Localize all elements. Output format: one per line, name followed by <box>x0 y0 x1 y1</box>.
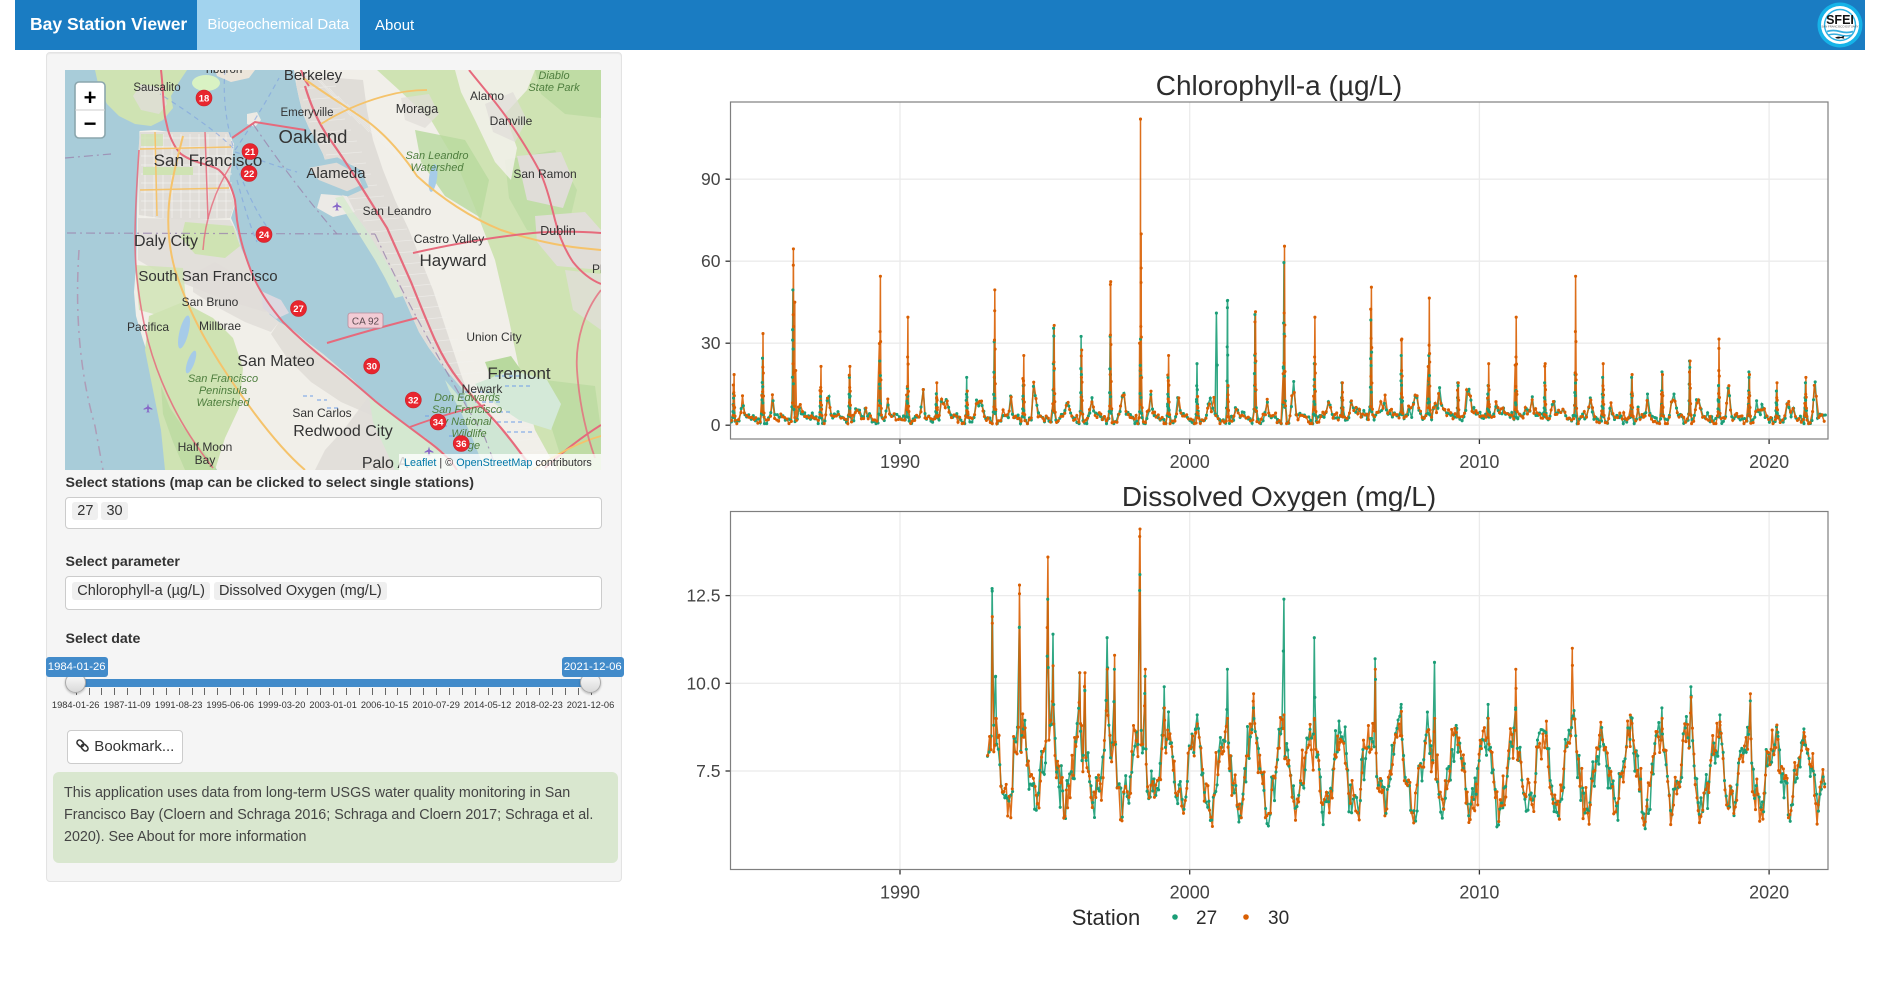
svg-text:27: 27 <box>293 304 304 315</box>
svg-text:Half Moon: Half Moon <box>178 440 233 454</box>
svg-text:Pleas: Pleas <box>592 262 601 276</box>
svg-text:San Francisco: San Francisco <box>154 151 263 170</box>
svg-text:10.0: 10.0 <box>686 673 720 693</box>
svg-text:Oakland: Oakland <box>279 126 348 147</box>
svg-text:San Francisco: San Francisco <box>188 373 258 385</box>
svg-text:Emeryville: Emeryville <box>280 107 333 119</box>
svg-text:Castro Valley: Castro Valley <box>414 232 484 246</box>
svg-text:34: 34 <box>433 417 444 428</box>
svg-text:SAN FRANCISCO ESTUARY: SAN FRANCISCO ESTUARY <box>1822 25 1859 29</box>
svg-text:Dublin: Dublin <box>540 224 575 238</box>
svg-text:Watershed: Watershed <box>197 397 251 409</box>
svg-text:2000: 2000 <box>1170 452 1210 472</box>
svg-text:ay National: ay National <box>436 416 492 428</box>
svg-text:2020: 2020 <box>1749 452 1789 472</box>
svg-text:Palo A: Palo A <box>362 455 409 470</box>
svg-text:Peninsula: Peninsula <box>199 385 247 397</box>
svg-text:Pacifica: Pacifica <box>127 320 169 334</box>
svg-text:1990: 1990 <box>880 452 920 472</box>
svg-text:Danville: Danville <box>490 114 533 128</box>
svg-text:2010: 2010 <box>1459 452 1499 472</box>
svg-text:Redwood City: Redwood City <box>293 423 393 440</box>
svg-text:San Mateo: San Mateo <box>237 353 314 370</box>
svg-text:Hayward: Hayward <box>419 251 486 270</box>
svg-text:Dissolved Oxygen (mg/L): Dissolved Oxygen (mg/L) <box>1122 481 1436 512</box>
svg-text:Tiburon: Tiburon <box>204 70 243 76</box>
svg-text:Daly City: Daly City <box>134 233 198 250</box>
svg-text:San Francisco: San Francisco <box>432 404 502 416</box>
svg-text:Alamo: Alamo <box>470 89 504 103</box>
svg-text:36: 36 <box>456 439 467 450</box>
svg-text:Diablo: Diablo <box>538 70 569 82</box>
svg-text:SFEI: SFEI <box>1826 13 1854 27</box>
svg-text:Watershed: Watershed <box>411 162 465 174</box>
svg-text:San Ramon: San Ramon <box>513 167 576 181</box>
svg-text:2020: 2020 <box>1749 883 1789 903</box>
svg-text:Alameda: Alameda <box>306 165 366 182</box>
svg-text:Bay: Bay <box>195 453 216 467</box>
svg-text:Union City: Union City <box>466 330 521 344</box>
svg-text:Leaflet | © OpenStreetMap cont: Leaflet | © OpenStreetMap contributors <box>404 457 592 469</box>
svg-text:22: 22 <box>244 169 255 180</box>
svg-text:Chlorophyll-a (µg/L): Chlorophyll-a (µg/L) <box>1156 70 1402 101</box>
svg-text:Millbrae: Millbrae <box>199 319 241 333</box>
svg-text:Don Edwards: Don Edwards <box>434 392 501 404</box>
svg-text:Moraga: Moraga <box>396 102 438 116</box>
svg-text:27: 27 <box>1196 908 1217 929</box>
svg-text:Sausalito: Sausalito <box>133 82 180 94</box>
svg-text:21: 21 <box>245 147 256 158</box>
svg-text:30: 30 <box>1268 908 1289 929</box>
svg-text:Berkeley: Berkeley <box>284 70 343 84</box>
svg-text:−: − <box>84 111 97 136</box>
svg-text:60: 60 <box>701 251 721 271</box>
svg-text:Fremont: Fremont <box>487 364 551 383</box>
svg-text:State Park: State Park <box>528 82 580 94</box>
svg-text:32: 32 <box>408 395 419 406</box>
svg-text:30: 30 <box>701 333 721 353</box>
svg-text:+: + <box>84 85 97 110</box>
svg-text:18: 18 <box>199 93 210 104</box>
svg-text:San Bruno: San Bruno <box>182 295 239 309</box>
svg-text:7.5: 7.5 <box>696 761 720 781</box>
svg-text:2000: 2000 <box>1170 883 1210 903</box>
svg-text:Newark: Newark <box>462 382 504 396</box>
svg-text:San Leandro: San Leandro <box>406 150 469 162</box>
svg-text:Station: Station <box>1072 905 1141 930</box>
svg-text:1990: 1990 <box>880 883 920 903</box>
svg-text:0: 0 <box>711 415 721 435</box>
svg-text:24: 24 <box>259 230 270 241</box>
svg-text:12.5: 12.5 <box>686 586 720 606</box>
svg-text:CA 92: CA 92 <box>352 317 380 328</box>
svg-text:San Leandro: San Leandro <box>363 204 432 218</box>
svg-text:San Carlos: San Carlos <box>292 406 351 420</box>
svg-text:2010: 2010 <box>1459 883 1499 903</box>
svg-text:90: 90 <box>701 169 721 189</box>
svg-text:30: 30 <box>366 361 377 372</box>
svg-text:South San Francisco: South San Francisco <box>138 268 277 285</box>
